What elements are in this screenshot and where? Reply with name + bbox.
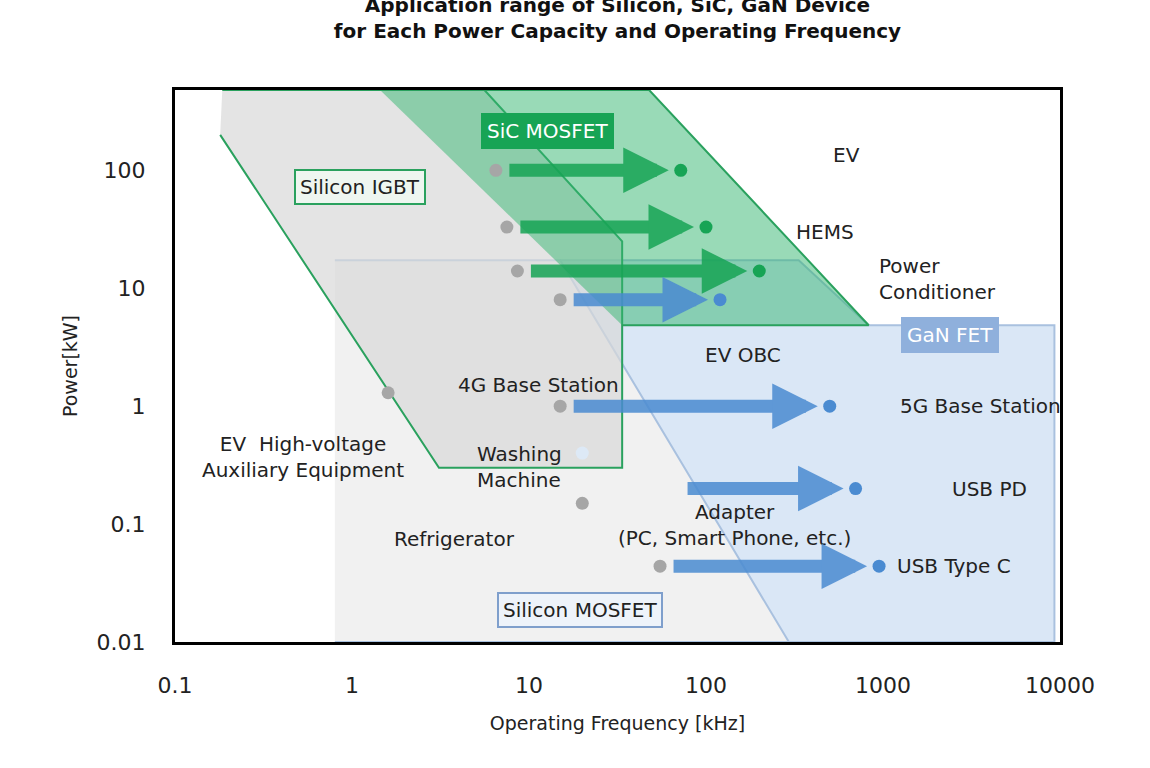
svg-text:SiC MOSFET: SiC MOSFET xyxy=(487,119,608,143)
svg-text:1000: 1000 xyxy=(855,673,911,698)
svg-text:1: 1 xyxy=(345,673,359,698)
svg-text:Power[kW]: Power[kW] xyxy=(59,315,81,417)
svg-text:Silicon IGBT: Silicon IGBT xyxy=(300,175,420,199)
svg-text:USB Type C: USB Type C xyxy=(897,554,1011,578)
svg-text:Application range of Silicon,: Application range of Silicon, SiC, GaN D… xyxy=(334,0,901,43)
svg-text:10000: 10000 xyxy=(1025,673,1095,698)
svg-text:0.1: 0.1 xyxy=(111,512,146,537)
svg-text:USB PD: USB PD xyxy=(952,477,1027,501)
svg-text:10: 10 xyxy=(515,673,543,698)
svg-text:EV High-voltageAuxiliary Equi: EV High-voltageAuxiliary Equipment xyxy=(202,432,404,482)
svg-text:PowerConditioner: PowerConditioner xyxy=(879,254,996,304)
svg-text:0.1: 0.1 xyxy=(158,673,193,698)
svg-text:Operating Frequency [kHz]: Operating Frequency [kHz] xyxy=(490,712,745,734)
svg-text:0.01: 0.01 xyxy=(97,630,146,655)
svg-text:100: 100 xyxy=(685,673,727,698)
svg-text:EV: EV xyxy=(833,143,860,167)
svg-text:1: 1 xyxy=(132,394,146,419)
svg-text:HEMS: HEMS xyxy=(796,220,854,244)
svg-text:10: 10 xyxy=(118,276,146,301)
svg-text:WashingMachine: WashingMachine xyxy=(477,442,562,492)
svg-text:Refrigerator: Refrigerator xyxy=(394,527,515,551)
svg-text:Silicon MOSFET: Silicon MOSFET xyxy=(503,598,657,622)
svg-text:100: 100 xyxy=(104,158,146,183)
svg-text:5G Base Station: 5G Base Station xyxy=(900,394,1061,418)
svg-text:4G Base Station: 4G Base Station xyxy=(458,373,619,397)
svg-text:EV OBC: EV OBC xyxy=(705,343,781,367)
svg-text:GaN FET: GaN FET xyxy=(907,323,993,347)
svg-text:Adapter(PC, Smart Phone, etc.): Adapter(PC, Smart Phone, etc.) xyxy=(618,500,851,550)
